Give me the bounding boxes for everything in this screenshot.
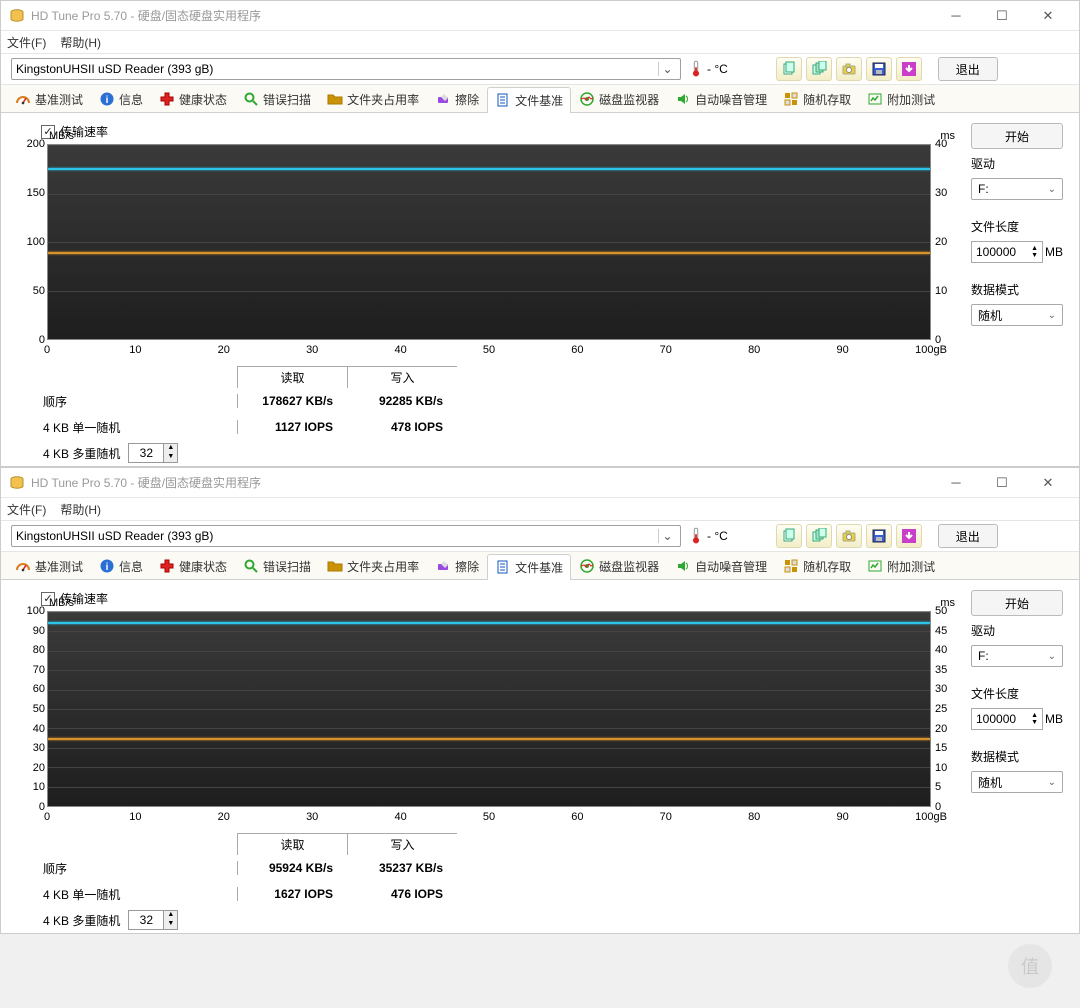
mode-label: 数据模式 [971,748,1063,765]
drive-select[interactable]: F:⌄ [971,178,1063,200]
tab-6[interactable]: 文件基准 [487,554,571,580]
close-button[interactable]: ✕ [1025,2,1071,30]
transfer-rate-check[interactable]: ✓传输速率 [41,123,959,140]
exit-button[interactable]: 退出 [938,57,998,81]
tab-3[interactable]: 错误扫描 [235,553,319,579]
tab-4[interactable]: 文件夹占用率 [319,553,427,579]
exit-button[interactable]: 退出 [938,524,998,548]
maximize-button[interactable]: ☐ [979,469,1025,497]
tab-3[interactable]: 错误扫描 [235,86,319,112]
tab-7[interactable]: 磁盘监视器 [571,553,667,579]
menubar: 文件(F) 帮助(H) [1,31,1079,53]
tab-row: 基准测试i信息健康状态错误扫描文件夹占用率擦除文件基准磁盘监视器自动噪音管理随机… [1,552,1079,580]
write-series [48,738,930,740]
tab-10[interactable]: 附加测试 [859,86,943,112]
tab-4[interactable]: 文件夹占用率 [319,86,427,112]
device-select[interactable]: KingstonUHSII uSD Reader (393 gB)⌄ [11,525,681,547]
tab-6[interactable]: 文件基准 [487,87,571,113]
menu-help[interactable]: 帮助(H) [60,501,101,518]
filelen-input[interactable]: 100000▲▼ [971,241,1043,263]
chart: MB/s ms 200150100500 403020100 [17,144,959,340]
results-table: 读取写入 顺序178627 KB/s92285 KB/s 4 KB 单一随机11… [37,366,959,466]
svg-text:i: i [106,562,109,573]
minimize-button[interactable]: ─ [933,2,979,30]
window-title: HD Tune Pro 5.70 - 硬盘/固态硬盘实用程序 [31,7,933,24]
tab-8[interactable]: 自动噪音管理 [667,86,775,112]
tab-2[interactable]: 健康状态 [151,553,235,579]
filelen-input[interactable]: 100000▲▼ [971,708,1043,730]
read-series [48,168,930,170]
titlebar: HD Tune Pro 5.70 - 硬盘/固态硬盘实用程序 ─ ☐ ✕ [1,1,1079,31]
app-window: HD Tune Pro 5.70 - 硬盘/固态硬盘实用程序 ─ ☐ ✕ 文件(… [0,0,1080,467]
tab-2[interactable]: 健康状态 [151,86,235,112]
app-icon [9,475,25,491]
read-series [48,622,930,624]
tab-1[interactable]: i信息 [91,553,151,579]
write-series [48,252,930,254]
filelen-label: 文件长度 [971,685,1063,702]
device-row: KingstonUHSII uSD Reader (393 gB)⌄ - °C … [1,53,1079,85]
mode-select[interactable]: 随机⌄ [971,771,1063,793]
svg-text:i: i [106,95,109,106]
drive-label: 驱动 [971,155,1063,172]
titlebar: HD Tune Pro 5.70 - 硬盘/固态硬盘实用程序 ─ ☐ ✕ [1,468,1079,498]
transfer-rate-check[interactable]: ✓传输速率 [41,590,959,607]
tab-0[interactable]: 基准测试 [7,86,91,112]
filelen-unit: MB [1045,712,1063,726]
close-button[interactable]: ✕ [1025,469,1071,497]
minimize-button[interactable]: ─ [933,469,979,497]
results-table: 读取写入 顺序95924 KB/s35237 KB/s 4 KB 单一随机162… [37,833,959,933]
drive-select[interactable]: F:⌄ [971,645,1063,667]
device-row: KingstonUHSII uSD Reader (393 gB)⌄ - °C … [1,520,1079,552]
menu-file[interactable]: 文件(F) [7,34,46,51]
mode-label: 数据模式 [971,281,1063,298]
temperature: - °C [689,527,728,545]
mode-select[interactable]: 随机⌄ [971,304,1063,326]
tab-9[interactable]: 随机存取 [775,553,859,579]
app-window: HD Tune Pro 5.70 - 硬盘/固态硬盘实用程序 ─ ☐ ✕ 文件(… [0,467,1080,934]
start-button[interactable]: 开始 [971,590,1063,616]
tab-10[interactable]: 附加测试 [859,553,943,579]
copy-icon[interactable] [776,57,802,81]
chart: MB/s ms 1009080706050403020100 504540353… [17,611,959,807]
tab-8[interactable]: 自动噪音管理 [667,553,775,579]
filelen-unit: MB [1045,245,1063,259]
tab-5[interactable]: 擦除 [427,553,487,579]
tab-0[interactable]: 基准测试 [7,553,91,579]
menubar: 文件(F) 帮助(H) [1,498,1079,520]
drive-label: 驱动 [971,622,1063,639]
tab-5[interactable]: 擦除 [427,86,487,112]
screenshot-icon[interactable] [836,524,862,548]
tab-7[interactable]: 磁盘监视器 [571,86,667,112]
tab-1[interactable]: i信息 [91,86,151,112]
queue-depth-spin[interactable]: ▲▼ [128,443,178,463]
menu-file[interactable]: 文件(F) [7,501,46,518]
menu-help[interactable]: 帮助(H) [60,34,101,51]
download-icon[interactable] [896,57,922,81]
start-button[interactable]: 开始 [971,123,1063,149]
save-icon[interactable] [866,57,892,81]
copyall-icon[interactable] [806,524,832,548]
window-title: HD Tune Pro 5.70 - 硬盘/固态硬盘实用程序 [31,474,933,491]
save-icon[interactable] [866,524,892,548]
maximize-button[interactable]: ☐ [979,2,1025,30]
watermark: 值 [1008,944,1060,988]
filelen-label: 文件长度 [971,218,1063,235]
device-select[interactable]: KingstonUHSII uSD Reader (393 gB)⌄ [11,58,681,80]
copy-icon[interactable] [776,524,802,548]
temperature: - °C [689,60,728,78]
tab-9[interactable]: 随机存取 [775,86,859,112]
download-icon[interactable] [896,524,922,548]
tab-row: 基准测试i信息健康状态错误扫描文件夹占用率擦除文件基准磁盘监视器自动噪音管理随机… [1,85,1079,113]
screenshot-icon[interactable] [836,57,862,81]
queue-depth-spin[interactable]: ▲▼ [128,910,178,930]
app-icon [9,8,25,24]
copyall-icon[interactable] [806,57,832,81]
